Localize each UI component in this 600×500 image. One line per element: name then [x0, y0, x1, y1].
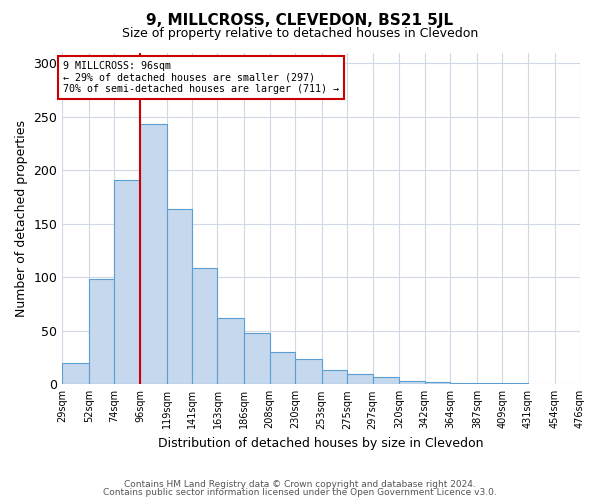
- Bar: [192, 268, 217, 384]
- Bar: [347, 374, 373, 384]
- Bar: [115, 180, 140, 384]
- Bar: [373, 377, 400, 384]
- Text: 9, MILLCROSS, CLEVEDON, BS21 5JL: 9, MILLCROSS, CLEVEDON, BS21 5JL: [146, 12, 454, 28]
- Bar: [217, 318, 244, 384]
- Bar: [400, 381, 425, 384]
- Bar: [62, 363, 89, 384]
- Bar: [89, 280, 115, 384]
- Bar: [425, 382, 450, 384]
- Bar: [244, 333, 269, 384]
- Text: 9 MILLCROSS: 96sqm
← 29% of detached houses are smaller (297)
70% of semi-detach: 9 MILLCROSS: 96sqm ← 29% of detached hou…: [64, 61, 340, 94]
- Bar: [269, 352, 295, 384]
- Text: Contains HM Land Registry data © Crown copyright and database right 2024.: Contains HM Land Registry data © Crown c…: [124, 480, 476, 489]
- Bar: [322, 370, 347, 384]
- Bar: [295, 358, 322, 384]
- Y-axis label: Number of detached properties: Number of detached properties: [15, 120, 28, 317]
- Text: Contains public sector information licensed under the Open Government Licence v3: Contains public sector information licen…: [103, 488, 497, 497]
- Bar: [450, 383, 477, 384]
- X-axis label: Distribution of detached houses by size in Clevedon: Distribution of detached houses by size …: [158, 437, 484, 450]
- Bar: [502, 383, 528, 384]
- Bar: [140, 124, 167, 384]
- Bar: [477, 383, 502, 384]
- Text: Size of property relative to detached houses in Clevedon: Size of property relative to detached ho…: [122, 28, 478, 40]
- Bar: [167, 209, 192, 384]
